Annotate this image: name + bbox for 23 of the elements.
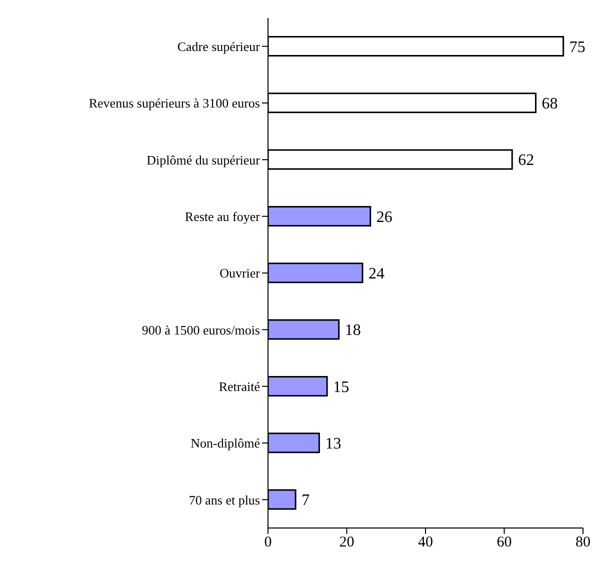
data-label: 15 xyxy=(333,378,350,396)
x-tick-label: 20 xyxy=(339,534,354,551)
x-tick-label: 60 xyxy=(496,534,512,551)
y-tick-label: Ouvrier xyxy=(220,266,261,281)
data-label: 18 xyxy=(344,322,361,340)
data-label: 62 xyxy=(518,152,534,170)
data-label: 75 xyxy=(569,38,586,56)
data-label: 68 xyxy=(542,96,558,113)
y-tick-label: Diplômé du supérieur xyxy=(146,152,261,168)
x-tick-label: 0 xyxy=(264,534,272,551)
x-tick-label: 80 xyxy=(576,534,590,551)
y-tick-label: 70 ans et plus xyxy=(188,492,260,508)
y-tick-label: 900 à 1500 euros/mois xyxy=(142,322,260,338)
y-tick-label: Reste au foyer xyxy=(184,208,261,224)
y-tick-label: Cadre supérieur xyxy=(177,38,261,54)
data-label: 26 xyxy=(376,208,392,226)
y-tick-label: Non-diplômé xyxy=(190,436,260,451)
data-label: 24 xyxy=(368,266,384,283)
x-tick-label: 40 xyxy=(418,534,433,551)
data-label: 7 xyxy=(302,492,310,510)
data-label: 13 xyxy=(325,436,342,453)
y-tick-label: Revenus supérieurs à 3100 euros xyxy=(88,96,260,111)
y-tick-label: Retraité xyxy=(218,378,260,394)
